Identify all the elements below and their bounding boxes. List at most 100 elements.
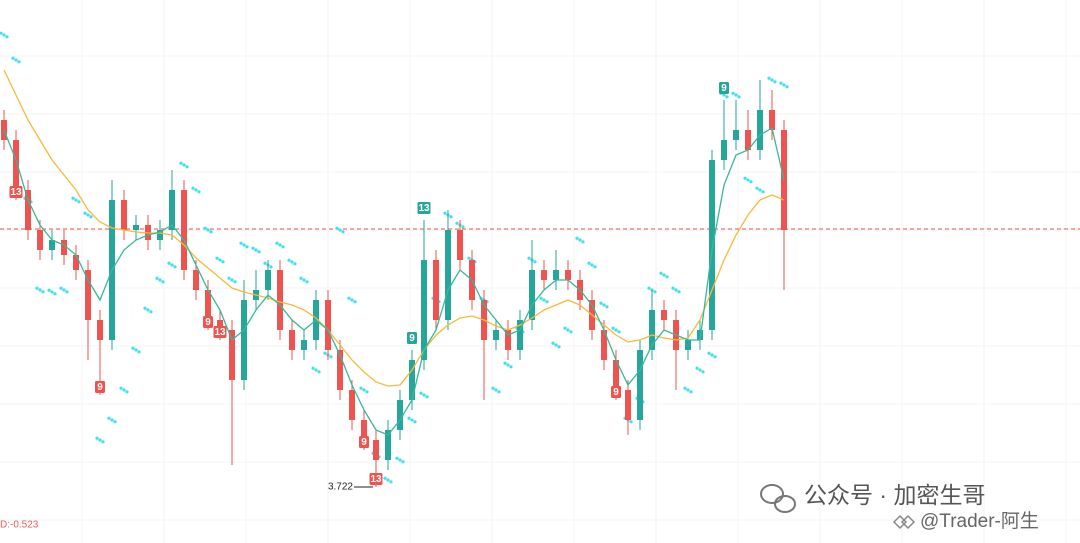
- sar-dot: [287, 258, 291, 262]
- candle-body: [745, 130, 751, 150]
- sar-dot: [107, 416, 111, 420]
- sar-dot: [779, 81, 783, 85]
- ma-line: [3, 126, 785, 436]
- sar-dot: [293, 262, 297, 266]
- td-marker-box: [213, 326, 227, 338]
- sar-dot: [347, 296, 351, 300]
- sar-dot: [701, 370, 705, 374]
- candle-body: [73, 255, 79, 270]
- candle-body: [37, 230, 43, 250]
- candle-body: [517, 320, 523, 350]
- candle-body: [709, 160, 715, 330]
- sar-dot: [197, 190, 201, 194]
- candle-body: [601, 330, 607, 360]
- sar-dot: [251, 246, 255, 250]
- sar-dot: [617, 330, 621, 334]
- candle-body: [721, 140, 727, 160]
- td-marker-box: [359, 436, 369, 448]
- sar-dot: [731, 91, 735, 95]
- sar-dot: [230, 278, 234, 282]
- sar-dot: [557, 345, 561, 349]
- sar-dot: [533, 260, 537, 264]
- sar-dot: [611, 326, 615, 330]
- sar-dot: [173, 265, 177, 269]
- sar-dot: [314, 368, 318, 372]
- sar-dot: [605, 305, 609, 309]
- sar-dot: [41, 290, 45, 294]
- td-marker-box: [369, 473, 383, 485]
- sar-dot: [467, 256, 471, 260]
- sar-dot: [122, 388, 126, 392]
- sar-dot: [242, 243, 246, 247]
- td-marker-label: 13: [370, 474, 382, 485]
- candle-body: [661, 310, 667, 320]
- sar-dot: [383, 476, 387, 480]
- sar-dot: [83, 211, 87, 215]
- td-marker-label: 13: [10, 187, 22, 198]
- td-marker-box: [407, 332, 417, 344]
- sar-dot: [425, 395, 429, 399]
- sar-dot: [110, 418, 114, 422]
- candle-body: [121, 200, 127, 230]
- sar-dot: [689, 390, 693, 394]
- sar-dot: [185, 165, 189, 169]
- sar-dot: [203, 226, 207, 230]
- sar-dot: [761, 190, 765, 194]
- sar-dot: [53, 292, 57, 296]
- td-marker-label: 9: [361, 437, 367, 448]
- sar-dot: [119, 386, 123, 390]
- td-marker-label: 9: [409, 333, 415, 344]
- watermark: 公众号 · 加密生哥 @Trader-阿生: [760, 482, 1039, 532]
- sar-dot: [386, 478, 390, 482]
- sar-dot: [362, 388, 366, 392]
- sar-dot: [305, 280, 309, 284]
- sar-dot: [215, 256, 219, 260]
- sar-dot: [413, 420, 417, 424]
- sar-dot: [785, 85, 789, 89]
- sar-dot: [449, 215, 453, 219]
- indicator-label: D:-0.523: [0, 520, 39, 531]
- sar-dot: [311, 366, 315, 370]
- sar-dot: [179, 161, 183, 165]
- candle-body: [49, 240, 55, 250]
- sar-dot: [167, 261, 171, 265]
- sar-dot: [710, 353, 714, 357]
- sar-dot: [335, 226, 339, 230]
- sar-dot: [62, 288, 66, 292]
- candle-body: [157, 230, 163, 240]
- candle-body: [505, 330, 511, 350]
- sar-dot: [707, 351, 711, 355]
- sar-dot: [323, 351, 327, 355]
- sar-dot: [125, 390, 129, 394]
- td-marker-box: [417, 202, 431, 214]
- sar-dot: [593, 265, 597, 269]
- sar-dot: [245, 245, 249, 249]
- sar-dot: [281, 245, 285, 249]
- sar-dot: [569, 330, 573, 334]
- sar-dot: [587, 261, 591, 265]
- sar-dot: [278, 243, 282, 247]
- sar-dot: [497, 390, 501, 394]
- sar-dot: [149, 310, 153, 314]
- sar-dot: [395, 456, 399, 460]
- candle-body: [625, 390, 631, 420]
- sar-dot: [713, 355, 717, 359]
- sar-dot: [5, 35, 9, 39]
- sar-dot: [317, 370, 321, 374]
- sar-dot: [350, 298, 354, 302]
- sar-dot: [290, 260, 294, 264]
- sar-dot: [581, 240, 585, 244]
- sar-dot: [542, 298, 546, 302]
- td-marker-box: [203, 316, 213, 328]
- sar-dot: [329, 355, 333, 359]
- sar-dot: [254, 248, 258, 252]
- sar-dot: [419, 391, 423, 395]
- sar-dot: [170, 263, 174, 267]
- sar-dot: [614, 328, 618, 332]
- sar-dot: [134, 348, 138, 352]
- sar-dot: [578, 238, 582, 242]
- sar-dot: [98, 438, 102, 442]
